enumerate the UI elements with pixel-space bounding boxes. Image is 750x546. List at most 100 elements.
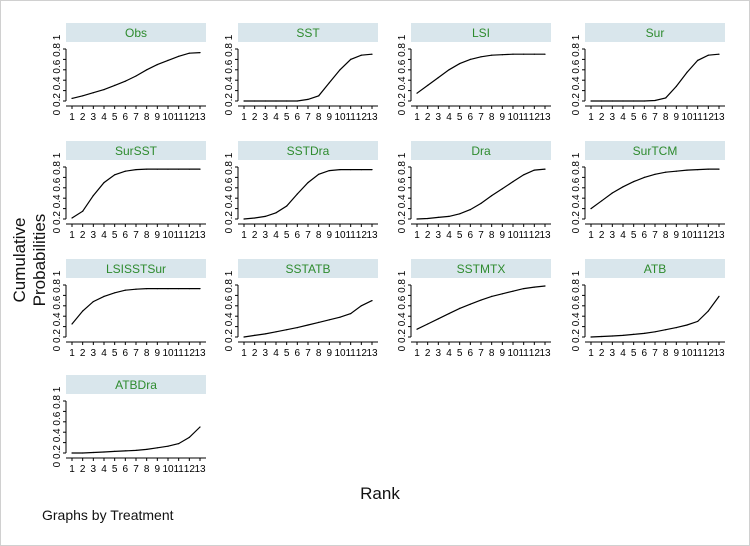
data-point	[135, 169, 137, 171]
x-tick-label: 1	[241, 348, 247, 359]
data-point	[416, 92, 418, 94]
data-point	[135, 288, 137, 290]
x-tick-label: 1	[69, 464, 75, 475]
x-tick-label: 7	[478, 348, 484, 359]
data-point	[622, 186, 624, 188]
data-point	[275, 331, 277, 333]
x-tick-label: 10	[507, 348, 519, 359]
panel-title-strip	[66, 141, 206, 160]
data-point	[92, 195, 94, 197]
x-tick-label: 9	[155, 112, 161, 123]
data-point	[544, 285, 546, 287]
data-point	[611, 100, 613, 102]
x-tick-label: 6	[295, 230, 301, 241]
y-tick-labels: 0 0.2 0.4 0.6 0.8 1	[397, 152, 408, 233]
data-point	[318, 173, 320, 175]
x-tick-label: 7	[133, 348, 139, 359]
data-point	[371, 300, 373, 302]
x-tick-label: 2	[80, 230, 86, 241]
data-point	[675, 170, 677, 172]
data-point	[199, 52, 201, 54]
x-tick-label: 11	[518, 112, 529, 123]
series-line	[244, 53, 373, 102]
x-tick-label: 7	[652, 112, 658, 123]
data-point	[286, 100, 288, 102]
x-tick-label: 13	[194, 112, 206, 123]
panel-title: SSTATB	[286, 262, 331, 276]
data-point	[178, 288, 180, 290]
x-tick-label: 12	[703, 348, 715, 359]
x-tick-label: 8	[489, 348, 495, 359]
data-point	[697, 169, 699, 171]
x-tick-label: 3	[263, 112, 269, 123]
x-tick-label: 9	[327, 348, 333, 359]
x-tick-label: 8	[663, 348, 669, 359]
x-tick-label: 3	[263, 348, 269, 359]
x-tick-label: 13	[713, 112, 725, 123]
data-point	[480, 56, 482, 58]
data-point	[92, 301, 94, 303]
series-line	[71, 288, 200, 325]
x-tick-label: 5	[631, 348, 637, 359]
series-line	[591, 53, 720, 102]
x-tick-label: 6	[295, 112, 301, 123]
x-tick-label: 12	[184, 348, 196, 359]
x-tick-label: 12	[529, 112, 541, 123]
data-point	[286, 205, 288, 207]
x-tick-label: 8	[144, 230, 150, 241]
data-point	[718, 53, 720, 55]
x-tick-label: 13	[539, 112, 551, 123]
data-point	[686, 324, 688, 326]
x-tick-label: 6	[123, 464, 129, 475]
data-point	[188, 52, 190, 54]
data-point	[622, 334, 624, 336]
x-tick-label: 9	[155, 230, 161, 241]
data-point	[523, 174, 525, 176]
x-tick-label: 11	[692, 348, 703, 359]
data-point	[371, 53, 373, 55]
x-tick-label: 9	[674, 230, 680, 241]
data-point	[707, 168, 709, 170]
panel-title-strip	[411, 259, 551, 278]
data-point	[82, 310, 84, 312]
x-tick-label: 4	[620, 348, 626, 359]
data-point	[350, 169, 352, 171]
graphs-by-note: Graphs by Treatment	[42, 507, 174, 523]
data-point	[318, 321, 320, 323]
data-point	[339, 316, 341, 318]
x-tick-label: 12	[529, 230, 541, 241]
y-tick-labels: 0 0.2 0.4 0.6 0.8 1	[397, 34, 408, 115]
data-point	[371, 169, 373, 171]
data-point	[82, 210, 84, 212]
data-point	[643, 332, 645, 334]
data-point	[307, 98, 309, 100]
data-point	[178, 55, 180, 57]
series-line	[590, 296, 720, 338]
data-point	[512, 290, 514, 292]
x-tick-label: 8	[144, 348, 150, 359]
x-tick-label: 8	[316, 112, 322, 123]
x-tick-label: 11	[173, 464, 184, 475]
x-tick-label: 4	[101, 230, 107, 241]
x-tick-label: 1	[241, 230, 247, 241]
series-line	[71, 168, 200, 219]
x-tick-label: 3	[91, 230, 97, 241]
data-point	[590, 336, 592, 338]
x-tick-label: 6	[123, 348, 129, 359]
x-tick-label: 7	[652, 230, 658, 241]
data-point	[296, 100, 298, 102]
data-point	[188, 288, 190, 290]
data-point	[103, 295, 105, 297]
x-tick-label: 4	[101, 464, 107, 475]
x-tick-label: 1	[414, 112, 420, 123]
data-point	[124, 170, 126, 172]
x-tick-label: 10	[334, 230, 346, 241]
data-point	[469, 58, 471, 61]
data-point	[491, 54, 493, 56]
data-point	[103, 451, 105, 453]
data-point	[146, 288, 148, 290]
x-tick-label: 8	[316, 348, 322, 359]
data-point	[275, 212, 277, 214]
data-point	[523, 53, 525, 55]
panel-title: Sur	[646, 26, 665, 40]
